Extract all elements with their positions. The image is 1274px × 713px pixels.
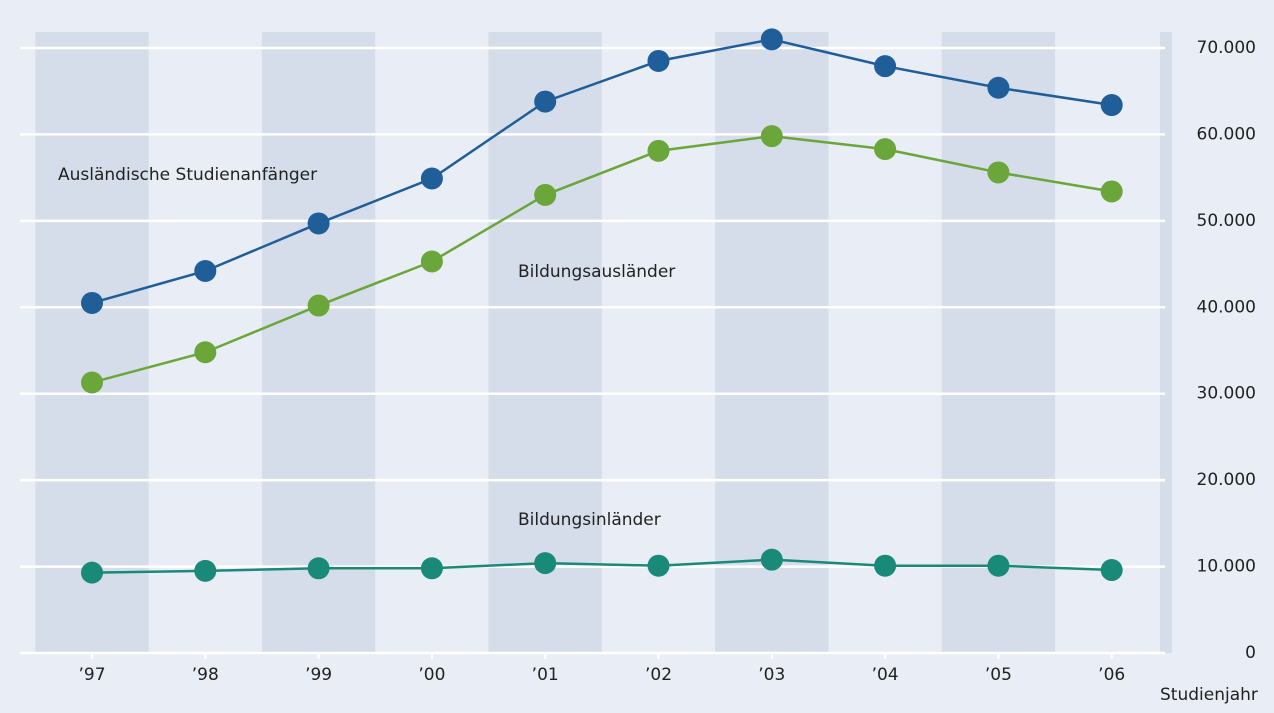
y-tick-label: 10.000 bbox=[1197, 557, 1256, 577]
point bbox=[307, 294, 330, 317]
point bbox=[987, 76, 1010, 99]
x-tick-label: ’01 bbox=[532, 665, 559, 685]
line bbox=[91, 134, 1112, 384]
point bbox=[647, 49, 670, 72]
point bbox=[420, 557, 443, 580]
x-tick-label: ’05 bbox=[985, 665, 1012, 685]
point bbox=[760, 548, 783, 571]
point bbox=[987, 554, 1010, 577]
point bbox=[420, 250, 443, 273]
point bbox=[1100, 180, 1123, 203]
x-tick-label: ’04 bbox=[872, 665, 899, 685]
y-tick-label: 50.000 bbox=[1197, 211, 1256, 231]
series-label: Bildungsinländer bbox=[518, 510, 661, 530]
x-tick-label: ’98 bbox=[192, 665, 219, 685]
point bbox=[534, 552, 557, 575]
point bbox=[874, 55, 897, 78]
x-tick-label: ’03 bbox=[758, 665, 785, 685]
point bbox=[874, 138, 897, 161]
y-tick-label: 60.000 bbox=[1197, 124, 1256, 144]
point bbox=[874, 554, 897, 577]
y-tick-label: 0 bbox=[1245, 643, 1256, 663]
point bbox=[534, 90, 557, 113]
point bbox=[81, 371, 103, 394]
point bbox=[760, 125, 783, 148]
point bbox=[647, 139, 670, 162]
y-tick-label: 30.000 bbox=[1197, 384, 1256, 404]
x-tick-label: ’02 bbox=[645, 665, 672, 685]
series-label: Ausländische Studienanfänger bbox=[58, 165, 317, 185]
point bbox=[194, 341, 217, 364]
y-tick-label: 40.000 bbox=[1197, 297, 1256, 317]
x-tick-label: ’99 bbox=[305, 665, 332, 685]
point bbox=[307, 212, 330, 235]
point bbox=[420, 167, 443, 190]
band bbox=[35, 32, 149, 653]
point bbox=[647, 554, 670, 577]
line bbox=[91, 558, 1112, 574]
point bbox=[81, 291, 103, 314]
point bbox=[1100, 94, 1123, 117]
x-tick-label: ’97 bbox=[78, 665, 105, 685]
y-tick-label: 70.000 bbox=[1197, 38, 1256, 58]
point bbox=[307, 557, 330, 580]
point bbox=[534, 183, 557, 206]
y-tick-label: 20.000 bbox=[1197, 470, 1256, 490]
point bbox=[987, 161, 1010, 184]
line bbox=[91, 38, 1112, 305]
series-label: Bildungsausländer bbox=[518, 262, 675, 282]
x-tick-label: ’00 bbox=[418, 665, 445, 685]
point bbox=[1100, 559, 1123, 582]
point bbox=[81, 561, 103, 584]
band bbox=[1160, 32, 1172, 653]
point bbox=[194, 559, 217, 582]
x-tick-label: ’06 bbox=[1098, 665, 1125, 685]
point bbox=[760, 28, 783, 51]
point bbox=[194, 259, 217, 282]
x-axis-label: Studienjahr bbox=[1160, 685, 1258, 705]
